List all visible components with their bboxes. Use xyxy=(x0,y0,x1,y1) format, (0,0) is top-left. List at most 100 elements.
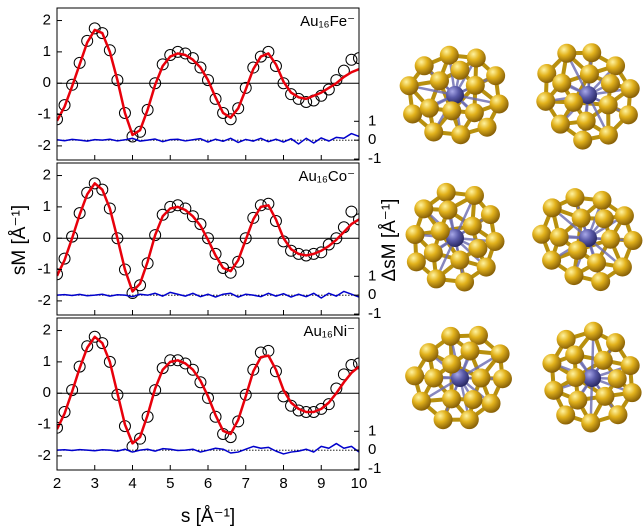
gold-atom xyxy=(414,199,434,219)
panel-label: Au₁₆Fe⁻ xyxy=(300,13,355,30)
cluster xyxy=(405,325,512,430)
y-tick-label: 1 xyxy=(43,353,51,370)
data-point xyxy=(134,279,147,292)
data-point xyxy=(186,52,199,65)
data-point xyxy=(232,255,245,268)
gold-atom xyxy=(568,390,588,410)
gold-atom xyxy=(459,410,479,430)
residual-line xyxy=(57,132,359,145)
y2-tick-label: 1 xyxy=(368,267,376,284)
gold-atom xyxy=(406,252,426,272)
data-point xyxy=(57,421,63,434)
data-point xyxy=(81,340,94,353)
axes: -2 -1 0 1 2 -1 0 1 xyxy=(38,12,382,168)
gold-atom xyxy=(594,209,614,229)
gold-atom xyxy=(419,98,439,118)
gold-atom xyxy=(403,104,423,124)
gold-atom xyxy=(489,94,509,114)
gold-atom xyxy=(595,386,615,406)
residual-line xyxy=(57,442,359,455)
y-tick-label: 1 xyxy=(43,198,51,215)
dopant-atom xyxy=(579,86,597,104)
gold-atom xyxy=(576,111,596,131)
x-tick-label: 6 xyxy=(204,475,212,492)
cluster xyxy=(536,43,640,150)
plots: -2 -1 0 1 2 -1 0 1 Au₁₆Fe⁻ -2 -1 0 1 2 -1 0 1 Au₁₆Co⁻ -2 -1… xyxy=(38,7,382,492)
gold-atom xyxy=(423,243,443,263)
y-tick-label: 0 xyxy=(43,74,51,91)
gold-atom xyxy=(414,56,434,76)
gold-atom xyxy=(622,383,642,403)
gold-atom xyxy=(550,114,570,134)
y-tick-label: -1 xyxy=(38,106,51,123)
x-tick-label: 9 xyxy=(317,475,325,492)
gold-atom xyxy=(598,95,618,115)
data-point xyxy=(118,263,131,276)
gold-atom xyxy=(466,48,486,68)
panel-frame xyxy=(56,7,360,161)
gold-atom xyxy=(426,269,446,289)
data-point xyxy=(96,27,109,40)
gold-atom xyxy=(566,368,586,388)
data-point xyxy=(232,102,245,115)
y2-tick-label: 0 xyxy=(368,286,376,303)
data-point xyxy=(322,83,335,96)
gold-atom xyxy=(537,64,557,84)
data-point xyxy=(194,376,207,389)
panel: -2 -1 0 1 2 -1 0 1 2 3 4 5 6 7 8 9 10 Au₁₆Ni⁻ xyxy=(38,317,381,492)
data-point xyxy=(103,202,116,215)
data-point xyxy=(194,218,207,231)
gold-atom xyxy=(477,117,497,137)
data-point xyxy=(88,330,101,343)
data-point xyxy=(209,410,222,423)
y-tick-label: -2 xyxy=(38,292,51,309)
y-tick-label: -2 xyxy=(38,447,51,464)
gold-atom xyxy=(587,253,607,273)
data-point xyxy=(73,56,86,69)
gold-atom xyxy=(593,350,613,370)
gold-atom xyxy=(433,410,453,430)
gold-atom xyxy=(405,366,425,386)
gold-atom xyxy=(468,325,488,345)
y-tick-label: 2 xyxy=(43,322,51,339)
y2-tick-label: -1 xyxy=(368,150,381,167)
data-point xyxy=(202,391,214,404)
gold-atom xyxy=(600,74,620,94)
gold-atom xyxy=(451,125,471,145)
data-point xyxy=(269,59,282,72)
plot-area xyxy=(57,22,359,145)
data-point xyxy=(156,362,169,375)
data-point xyxy=(300,96,313,109)
gold-atom xyxy=(549,227,569,247)
x-tick-label: 7 xyxy=(242,475,250,492)
gold-atom xyxy=(592,190,612,210)
cluster xyxy=(532,188,643,292)
data-point xyxy=(345,53,358,66)
gold-atom xyxy=(480,205,500,225)
dopant-atom xyxy=(451,369,469,387)
data-point xyxy=(58,252,71,265)
data-point xyxy=(269,214,282,227)
gold-atom xyxy=(439,45,459,65)
gold-atom xyxy=(620,356,640,376)
cluster xyxy=(399,45,509,145)
gold-atom xyxy=(557,43,577,63)
data-point xyxy=(126,287,139,300)
gold-atom xyxy=(565,345,585,365)
y2-tick-label: 0 xyxy=(368,131,376,148)
cluster xyxy=(405,182,505,292)
x-tick-label: 2 xyxy=(53,475,61,492)
data-point xyxy=(262,45,275,58)
panel: -2 -1 0 1 2 -1 0 1 Au₁₆Fe⁻ xyxy=(38,7,382,168)
dopant-atom xyxy=(446,86,464,104)
gold-atom xyxy=(606,333,626,353)
data-point xyxy=(239,81,252,94)
data-point xyxy=(66,78,79,91)
gold-atom xyxy=(618,105,638,125)
dopant-atom xyxy=(446,229,464,247)
data-point xyxy=(186,210,199,223)
gold-atom xyxy=(424,122,444,142)
y2-tick-label: -1 xyxy=(368,460,381,477)
panel: -2 -1 0 1 2 -1 0 1 Au₁₆Co⁻ xyxy=(38,162,381,322)
